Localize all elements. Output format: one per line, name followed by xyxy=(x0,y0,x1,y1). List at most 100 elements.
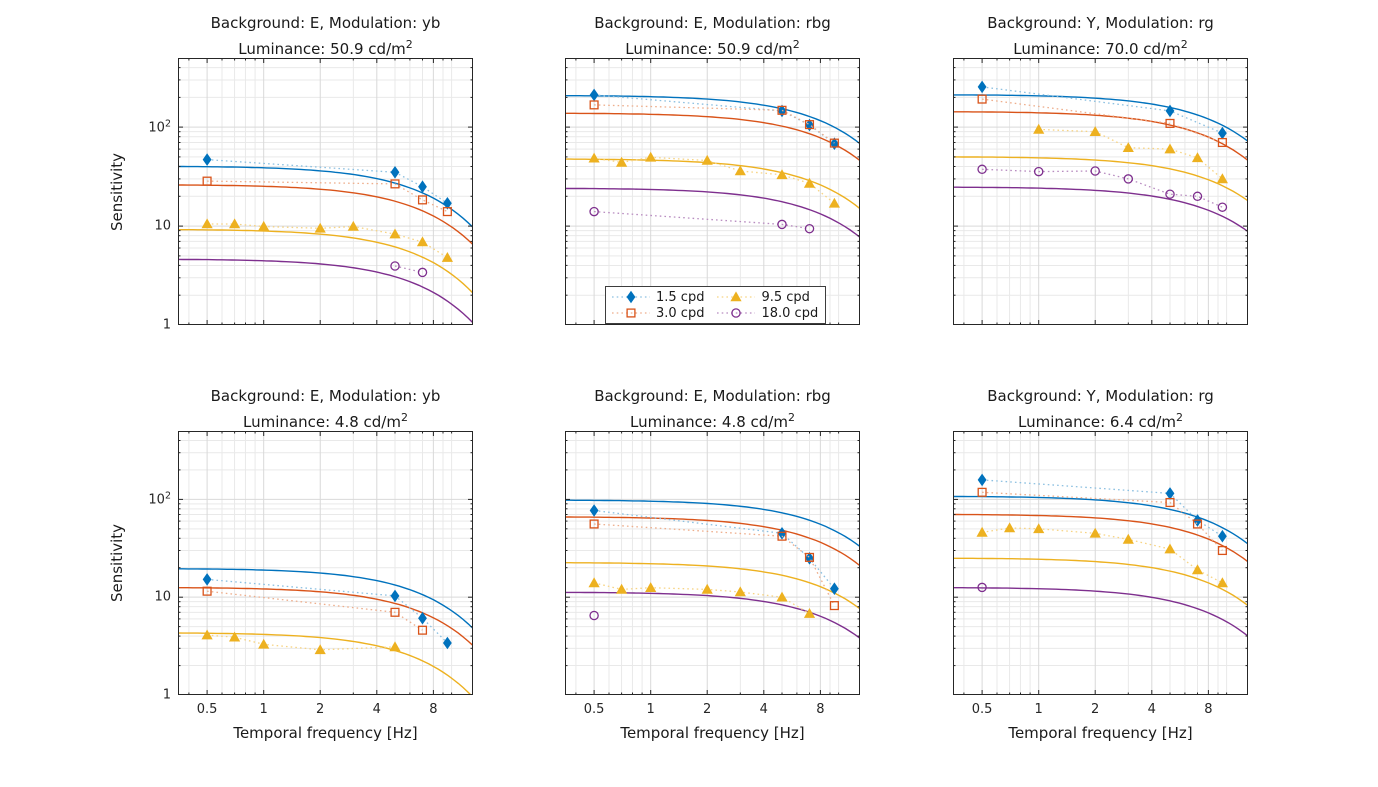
circle-marker-icon xyxy=(1192,191,1203,202)
axes-box xyxy=(953,431,1248,695)
circle-marker-icon xyxy=(777,219,787,230)
subplot-bottom-left: Background: E, Modulation: yb Luminance:… xyxy=(108,388,473,742)
diamond-marker-icon xyxy=(390,589,400,603)
triangle-marker-icon xyxy=(803,177,816,188)
data-series xyxy=(201,218,453,262)
triangle-marker-icon xyxy=(1191,152,1204,163)
legend-label: 3.0 cpd xyxy=(656,305,705,321)
triangle-marker-icon xyxy=(645,582,657,592)
data-series xyxy=(202,573,452,650)
circle-marker-icon xyxy=(1217,202,1228,212)
fit-curve xyxy=(953,513,1248,563)
triangle-marker-icon xyxy=(588,577,600,588)
fit-curve xyxy=(178,229,473,294)
x-axis-label: Temporal frequency [Hz] xyxy=(1008,724,1193,742)
y-tick-labels: 1 10 102 xyxy=(125,431,171,703)
square-marker-icon xyxy=(1217,545,1227,556)
x-tick-label: 1 xyxy=(646,702,655,717)
triangle-marker-icon xyxy=(701,154,713,165)
circle-marker-icon xyxy=(390,261,400,271)
diamond-marker-icon xyxy=(1165,487,1175,500)
axes-box xyxy=(565,431,860,695)
x-tick-labels: 0.5 1 2 4 8 xyxy=(565,702,860,718)
plot-area xyxy=(565,58,860,325)
subplot-title-line1: Background: E, Modulation: rbg xyxy=(594,387,831,405)
diamond-marker-icon xyxy=(1218,529,1227,543)
axes-box xyxy=(178,431,473,695)
diamond-marker-icon xyxy=(977,80,987,94)
fit-curve xyxy=(953,111,1248,162)
triangle-marker-icon xyxy=(441,252,453,262)
tick-marks xyxy=(178,431,473,695)
y-tick-labels: 1 10 102 xyxy=(125,58,171,332)
plot-area xyxy=(953,58,1248,325)
triangle-marker-icon xyxy=(1164,143,1176,154)
diamond-marker-icon xyxy=(202,153,212,166)
triangle-marker-icon xyxy=(201,218,213,229)
diamond-marker-icon xyxy=(977,473,987,487)
fit-curve xyxy=(565,187,860,238)
triangle-marker-icon xyxy=(201,629,213,640)
legend-entry: 9.5 cpd xyxy=(716,290,818,305)
y-axis-label: Sensitivity xyxy=(108,523,126,603)
data-series xyxy=(588,577,816,618)
square-marker-icon xyxy=(777,531,787,541)
triangle-marker-icon xyxy=(416,236,429,247)
triangle-marker-icon xyxy=(314,644,326,655)
diamond-marker-icon xyxy=(443,636,452,650)
fit-curve xyxy=(565,516,860,567)
data-series xyxy=(390,261,428,278)
circle-marker-icon xyxy=(589,610,599,621)
legend-entry: 1.5 cpd xyxy=(611,290,704,305)
triangle-marker-icon xyxy=(1122,533,1134,544)
triangle-marker-icon xyxy=(1216,173,1228,184)
x-tick-label: 0.5 xyxy=(971,702,993,717)
x-tick-labels: 0.5 1 2 4 8 xyxy=(178,702,473,718)
data-series xyxy=(201,629,401,655)
x-tick-label: 2 xyxy=(703,702,712,717)
diamond-marker-icon xyxy=(805,118,814,132)
fit-curve xyxy=(178,568,473,629)
subplot-title-line2: Luminance: 50.9 cd/m2 xyxy=(238,38,413,58)
data-series xyxy=(202,586,428,635)
square-marker-icon xyxy=(612,308,650,318)
fit-curve xyxy=(953,557,1248,607)
triangle-marker-icon xyxy=(1216,577,1228,588)
triangle-marker-icon xyxy=(588,152,600,163)
triangle-marker-icon xyxy=(803,608,816,618)
square-marker-icon xyxy=(442,207,452,217)
y-tick-label: 1 xyxy=(162,687,171,703)
axes-box xyxy=(565,58,860,325)
grid-lines xyxy=(178,58,473,325)
x-tick-label: 2 xyxy=(1091,702,1100,717)
triangle-marker-icon xyxy=(717,291,756,302)
triangle-marker-icon xyxy=(616,156,628,167)
x-tick-label: 4 xyxy=(372,702,381,717)
diamond-marker-icon xyxy=(418,611,427,625)
data-series xyxy=(976,522,1228,588)
triangle-marker-icon xyxy=(347,220,359,231)
x-tick-labels: 0.5 1 2 4 8 xyxy=(953,702,1248,718)
subplot-title-line2: Luminance: 4.8 cd/m2 xyxy=(630,411,795,431)
x-axis-label: Temporal frequency [Hz] xyxy=(233,724,418,742)
fit-curve xyxy=(178,258,473,324)
triangle-marker-icon xyxy=(734,165,746,176)
triangle-marker-icon xyxy=(734,586,746,597)
triangle-marker-icon xyxy=(389,641,401,652)
circle-marker-icon xyxy=(1033,166,1044,177)
subplot-title-line2: Luminance: 70.0 cd/m2 xyxy=(1013,38,1188,58)
plot-area xyxy=(953,431,1248,695)
data-series xyxy=(589,100,839,148)
grid-lines xyxy=(953,431,1248,695)
legend-entry: 18.0 cpd xyxy=(716,306,818,321)
x-tick-label: 8 xyxy=(1204,702,1213,717)
diamond-marker-icon xyxy=(626,290,636,304)
circle-marker-icon xyxy=(731,308,742,318)
x-tick-label: 1 xyxy=(259,702,268,717)
fit-curve xyxy=(178,165,473,228)
subplot-title-line1: Background: Y, Modulation: rg xyxy=(987,387,1214,405)
circle-marker-icon xyxy=(589,206,599,217)
diamond-marker-icon xyxy=(777,527,787,540)
plot-area xyxy=(178,431,473,695)
data-series xyxy=(589,206,815,234)
